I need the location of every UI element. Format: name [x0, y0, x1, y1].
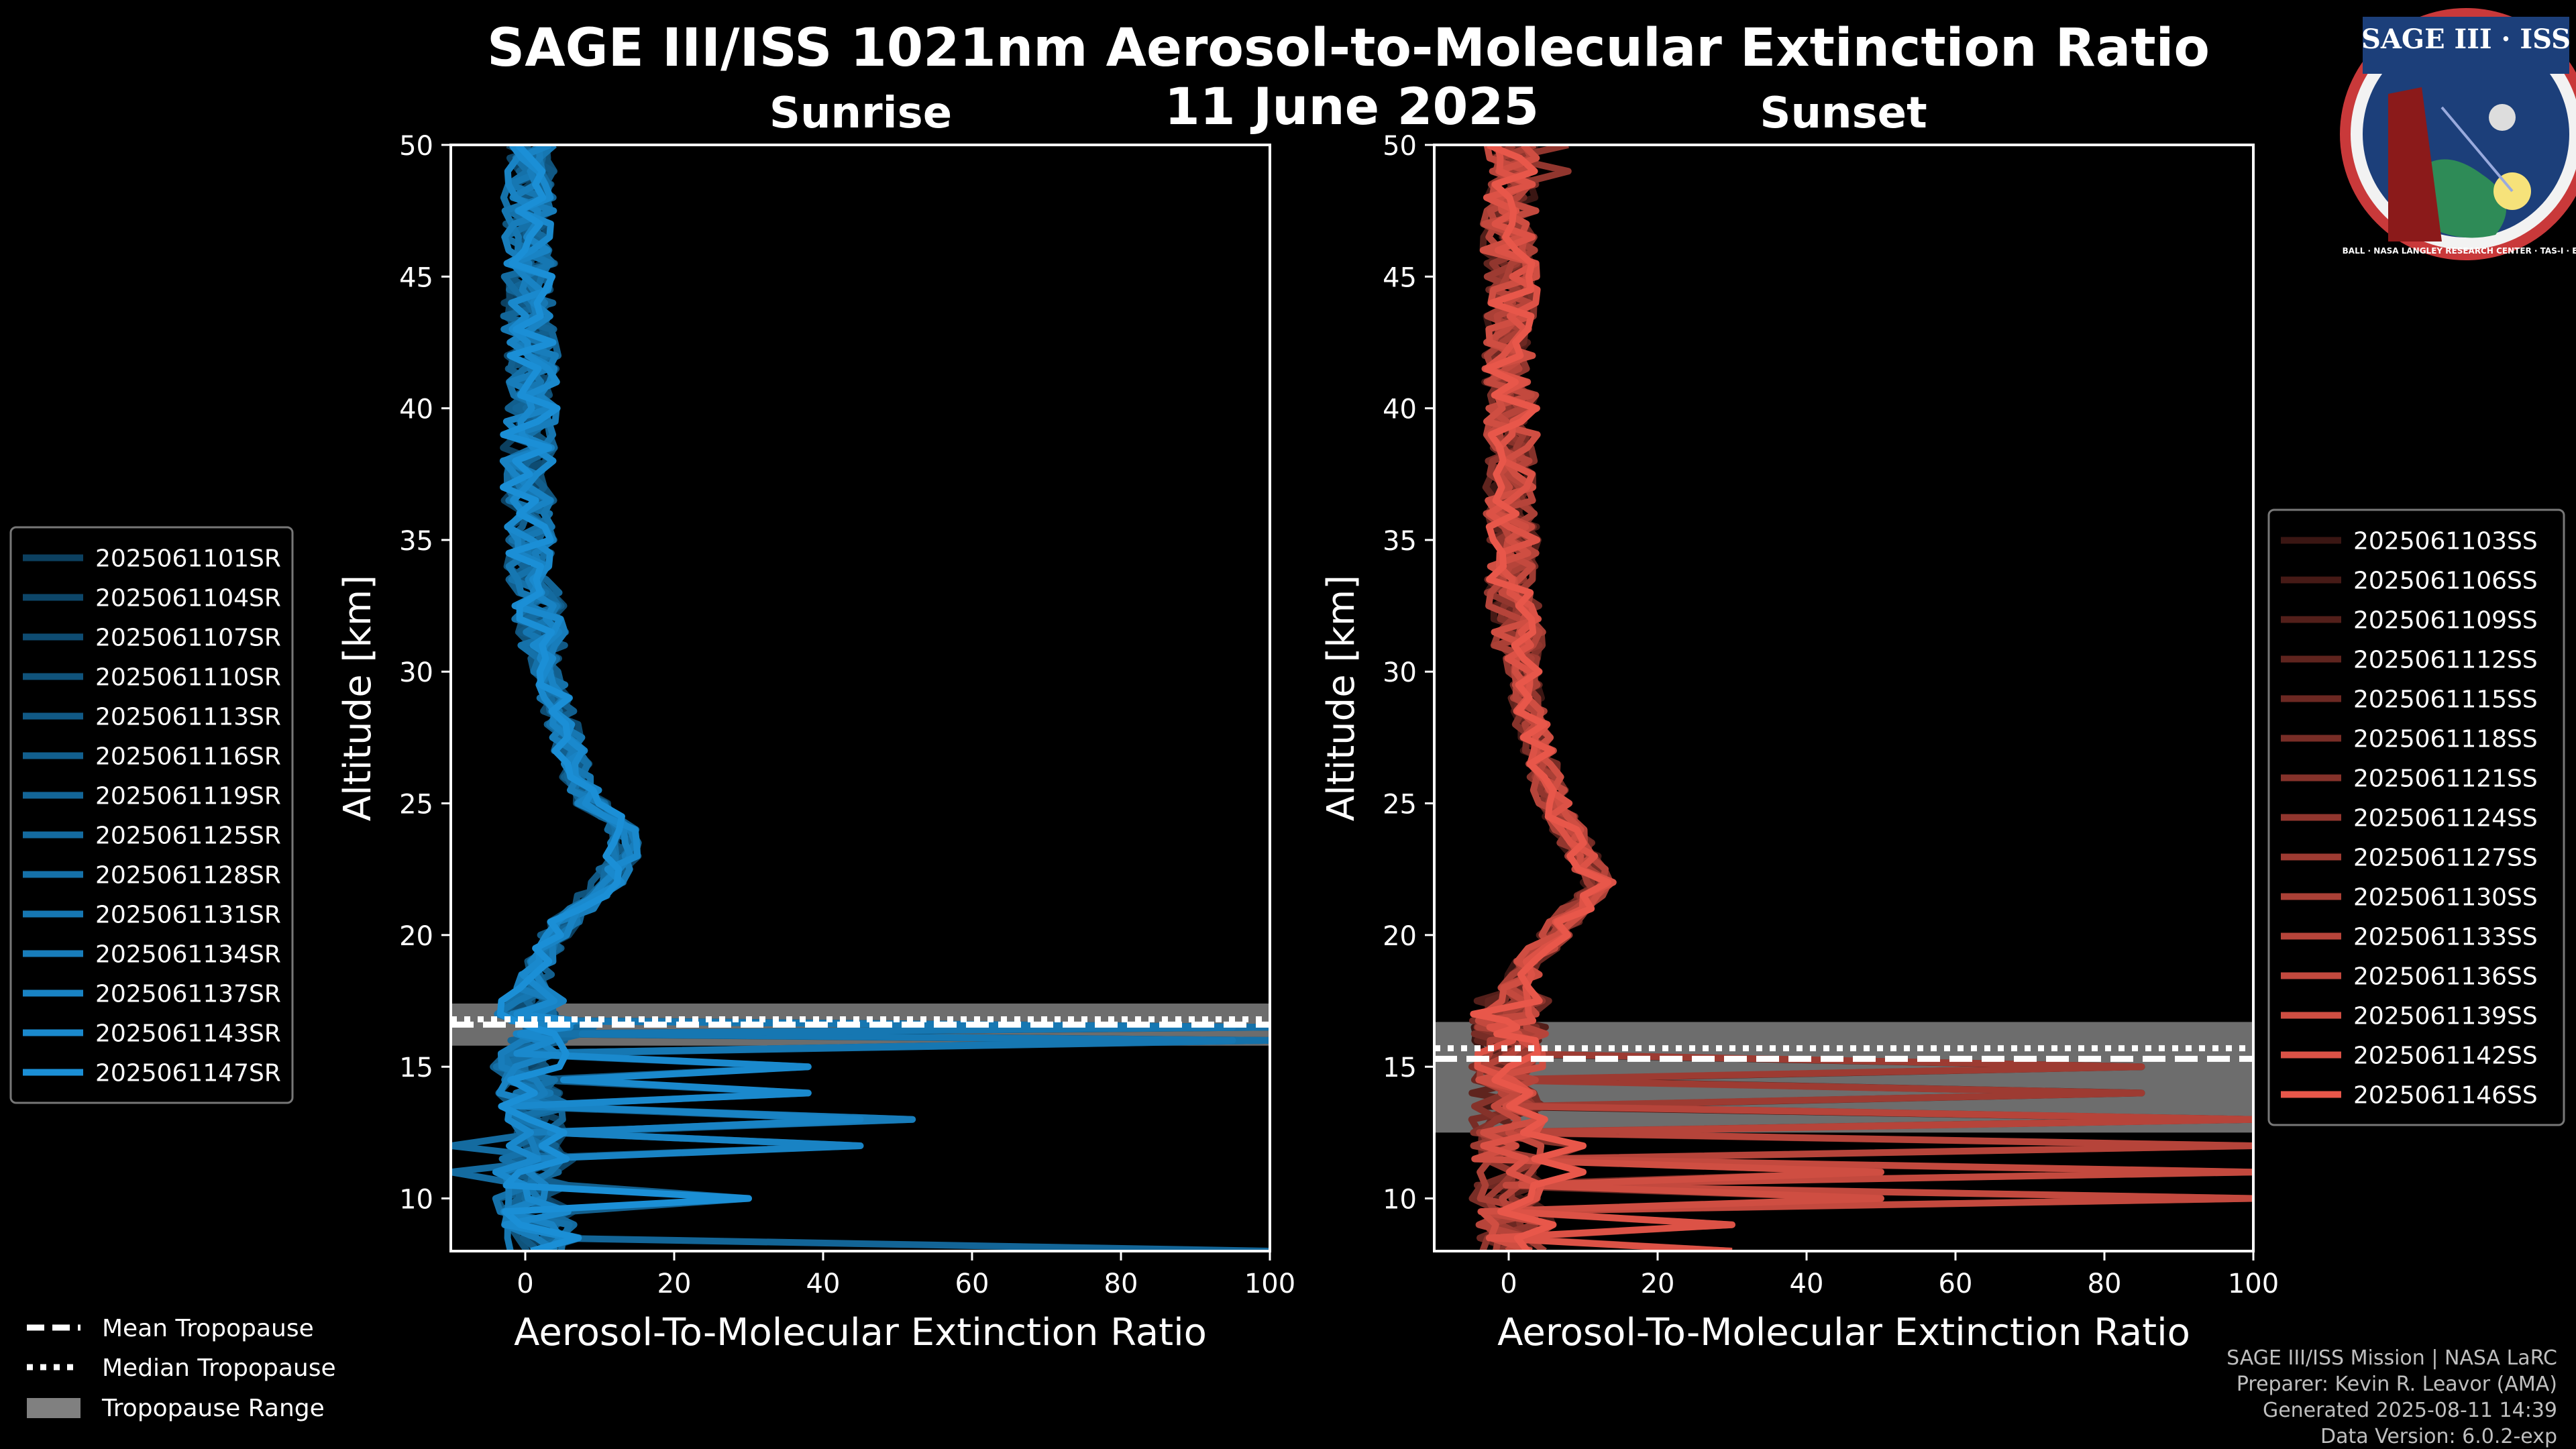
y-tick-label: 30 — [399, 657, 433, 688]
legend-entry-2025061124SS: 2025061124SS — [2353, 805, 2538, 833]
figure-title: SAGE III/ISS 1021nm Aerosol-to-Molecular… — [487, 18, 2210, 78]
footer-generated: Generated 2025-08-11 14:39 — [2263, 1399, 2557, 1422]
sunset-panel-title: Sunset — [1760, 89, 1927, 138]
profile-line-2025061147SR — [496, 145, 752, 1251]
legend-entry-2025061106SS: 2025061106SS — [2353, 568, 2538, 595]
y-tick-label: 45 — [1383, 262, 1417, 293]
legend-entry-2025061118SS: 2025061118SS — [2353, 726, 2538, 753]
footer-credits: SAGE III/ISS Mission | NASA LaRC Prepare… — [2226, 1346, 2557, 1448]
legend-entry-2025061133SS: 2025061133SS — [2353, 924, 2538, 951]
y-tick-label: 15 — [1383, 1053, 1417, 1083]
median-tropopause-label: Median Tropopause — [102, 1354, 336, 1382]
y-tick-label: 40 — [399, 394, 433, 425]
legend-entry-2025061134SR: 2025061134SR — [95, 941, 281, 969]
x-tick-label: 0 — [1500, 1269, 1517, 1299]
legend-entry-2025061146SS: 2025061146SS — [2353, 1082, 2538, 1110]
y-tick-label: 50 — [1383, 131, 1417, 162]
y-tick-label: 45 — [399, 262, 433, 293]
sage-mission-logo: SAGE III · ISS BALL · NASA LANGLEY RESEA… — [2340, 8, 2576, 260]
x-axis-label: Aerosol-To-Molecular Extinction Ratio — [1497, 1311, 2190, 1354]
legend-entry-2025061147SR: 2025061147SR — [95, 1060, 281, 1087]
profile-line-2025061116SR — [490, 145, 752, 1251]
x-tick-label: 60 — [955, 1269, 989, 1299]
sunset-legend: 2025061103SS 2025061106SS 2025061109SS 2025… — [2267, 508, 2565, 1126]
y-tick-label: 10 — [1383, 1184, 1417, 1215]
tropopause-range-label: Tropopause Range — [101, 1395, 325, 1422]
x-tick-label: 40 — [806, 1269, 841, 1299]
figure-date: 11 June 2025 — [1165, 76, 1539, 136]
x-axis-label: Aerosol-To-Molecular Extinction Ratio — [514, 1311, 1207, 1354]
legend-entry-2025061116SR: 2025061116SR — [95, 743, 281, 771]
y-tick-label: 25 — [399, 790, 433, 820]
profile-line-2025061139SS — [1471, 145, 1884, 1251]
legend-entry-2025061119SR: 2025061119SR — [95, 783, 281, 810]
legend-frame — [2267, 508, 2565, 1126]
legend-entry-2025061104SR: 2025061104SR — [95, 585, 281, 612]
plot-frame — [1433, 144, 2255, 1252]
legend-entry-2025061101SR: 2025061101SR — [95, 545, 281, 573]
y-tick-label: 25 — [1383, 790, 1417, 820]
legend-entry-2025061107SR: 2025061107SR — [95, 625, 281, 652]
x-tick-label: 0 — [517, 1269, 533, 1299]
x-tick-label: 20 — [657, 1269, 692, 1299]
y-tick-label: 40 — [1383, 394, 1417, 425]
logo-beam-icon — [2440, 106, 2514, 193]
logo-ring-text: BALL · NASA LANGLEY RESEARCH CENTER · TA… — [2343, 246, 2576, 256]
legend-entry-2025061137SR: 2025061137SR — [95, 981, 281, 1008]
legend-entry-2025061139SS: 2025061139SS — [2353, 1003, 2538, 1030]
legend-entry-2025061110SR: 2025061110SR — [95, 664, 281, 692]
sunset-panel: 0 20 40 60 80 100 10 15 20 25 30 35 40 45 50 Aerosol-To… — [1320, 131, 2279, 1354]
y-axis-label: Altitude [km] — [336, 575, 380, 821]
sunrise-panel-title: Sunrise — [769, 89, 952, 138]
footer-version: Data Version: 6.0.2-exp — [2320, 1425, 2557, 1448]
legend-entry-2025061127SS: 2025061127SS — [2353, 845, 2538, 872]
y-tick-label: 20 — [1383, 921, 1417, 952]
legend-entry-2025061131SR: 2025061131SR — [95, 902, 281, 929]
y-tick-label: 15 — [399, 1053, 433, 1083]
x-tick-label: 60 — [1939, 1269, 1973, 1299]
legend-entry-2025061113SR: 2025061113SR — [95, 704, 281, 731]
y-tick-label: 35 — [1383, 526, 1417, 557]
legend-entry-2025061103SS: 2025061103SS — [2353, 528, 2538, 555]
x-tick-label: 20 — [1641, 1269, 1675, 1299]
x-tick-label: 100 — [1244, 1269, 1295, 1299]
mean-tropopause-label: Mean Tropopause — [102, 1315, 314, 1342]
x-tick-label: 80 — [1104, 1269, 1138, 1299]
logo-banner — [2363, 17, 2569, 74]
tropopause-range-swatch — [27, 1398, 80, 1418]
legend-entry-2025061142SS: 2025061142SS — [2353, 1042, 2538, 1070]
y-tick-label: 10 — [399, 1184, 433, 1215]
tropopause-legend: Mean Tropopause Median Tropopause Tropop… — [27, 1315, 336, 1422]
profile-line-2025061146SS — [1470, 145, 1612, 1251]
y-tick-label: 50 — [399, 131, 433, 162]
footer-preparer: Preparer: Kevin R. Leavor (AMA) — [2237, 1373, 2557, 1396]
y-tick-label: 35 — [399, 526, 433, 557]
footer-mission: SAGE III/ISS Mission | NASA LaRC — [2226, 1346, 2557, 1370]
legend-entry-2025061109SS: 2025061109SS — [2353, 607, 2538, 635]
logo-moon-icon — [2489, 104, 2516, 131]
legend-entry-2025061121SS: 2025061121SS — [2353, 765, 2538, 793]
logo-title: SAGE III · ISS — [2361, 23, 2571, 55]
legend-entry-2025061136SS: 2025061136SS — [2353, 963, 2538, 991]
x-tick-label: 40 — [1790, 1269, 1824, 1299]
legend-entry-2025061130SS: 2025061130SS — [2353, 884, 2538, 912]
y-tick-label: 30 — [1383, 657, 1417, 688]
legend-entry-2025061112SS: 2025061112SS — [2353, 647, 2538, 674]
legend-entry-2025061128SR: 2025061128SR — [95, 862, 281, 890]
x-tick-label: 100 — [2228, 1269, 2279, 1299]
sunrise-legend: 2025061101SR 2025061104SR 2025061107SR 2025… — [9, 526, 294, 1104]
legend-entry-2025061115SS: 2025061115SS — [2353, 686, 2538, 714]
legend-frame — [9, 526, 294, 1104]
plot-frame — [449, 144, 1271, 1252]
legend-entry-2025061143SR: 2025061143SR — [95, 1020, 281, 1048]
y-axis-label: Altitude [km] — [1320, 575, 1363, 821]
sunrise-panel: 0 20 40 60 80 100 10 15 20 25 30 35 40 45 50 Aerosol-To… — [336, 131, 1295, 1354]
logo-figure-icon — [2388, 87, 2442, 241]
legend-entry-2025061125SR: 2025061125SR — [95, 822, 281, 850]
x-tick-label: 80 — [2088, 1269, 2122, 1299]
y-tick-label: 20 — [399, 921, 433, 952]
